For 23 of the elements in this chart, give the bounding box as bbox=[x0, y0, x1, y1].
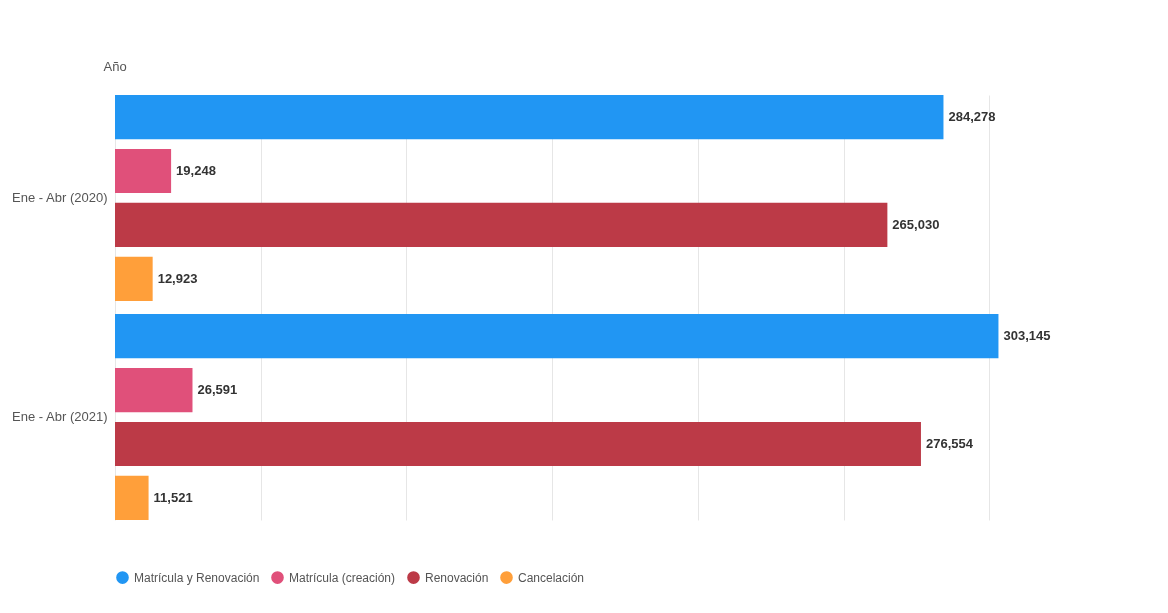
bar bbox=[115, 95, 944, 140]
y-tick-label: Ene - Abr (2020) bbox=[12, 189, 108, 205]
legend-label: Matrícula y Renovación bbox=[134, 570, 260, 585]
legend-label: Cancelación bbox=[518, 570, 585, 585]
legend-label: Renovación bbox=[425, 570, 489, 585]
data-label: 284,278 bbox=[948, 109, 996, 125]
data-label: 19,248 bbox=[176, 163, 216, 179]
y-axis-title: Año bbox=[103, 58, 127, 74]
bar bbox=[115, 202, 888, 248]
legend-label: Matrícula (creación) bbox=[289, 570, 396, 585]
bar bbox=[115, 421, 921, 467]
data-label: 303,145 bbox=[1003, 328, 1051, 344]
data-label: 276,554 bbox=[925, 435, 974, 451]
data-label: 12,923 bbox=[157, 270, 198, 286]
data-label: 265,030 bbox=[892, 216, 940, 232]
data-label: 11,521 bbox=[153, 489, 193, 505]
bar bbox=[115, 367, 193, 413]
y-tick-label: Ene - Abr (2021) bbox=[12, 409, 108, 425]
bar bbox=[115, 256, 153, 301]
bar bbox=[115, 314, 999, 359]
data-label: 26,591 bbox=[197, 382, 238, 398]
bar bbox=[115, 148, 172, 194]
bar bbox=[115, 475, 149, 520]
